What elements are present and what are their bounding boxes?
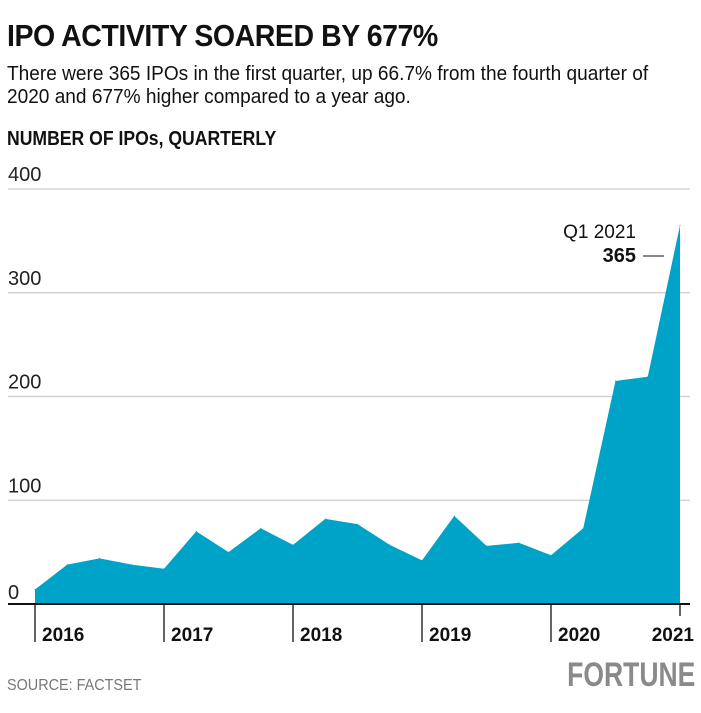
data-point (647, 376, 649, 378)
data-point (518, 542, 520, 544)
data-point (195, 530, 197, 532)
data-point (357, 523, 358, 525)
data-point (292, 544, 294, 546)
x-tick-label: 2020 (558, 625, 600, 646)
source-note: SOURCE: FACTSET (7, 677, 142, 694)
chart-title: IPO ACTIVITY SOARED BY 677% (7, 18, 438, 53)
x-tick-label: 2017 (171, 625, 213, 646)
x-tick-label: 2018 (300, 625, 342, 646)
data-point (260, 527, 262, 529)
data-point (486, 545, 487, 547)
x-tick-label: 2019 (429, 625, 471, 646)
data-point (66, 564, 68, 566)
data-point (389, 544, 391, 546)
data-point (615, 380, 616, 382)
y-axis-label: NUMBER OF IPOs, QUARTERLY (7, 128, 277, 150)
data-point (163, 568, 165, 570)
data-point (324, 518, 326, 520)
x-tick-label: 2021 (652, 625, 695, 646)
data-point (679, 224, 681, 226)
data-point (131, 564, 133, 566)
y-tick-label: 300 (8, 268, 41, 290)
y-tick-label: 400 (8, 164, 41, 186)
area-series (35, 225, 680, 604)
data-point (228, 551, 229, 553)
data-point (34, 588, 36, 590)
y-tick-label: 100 (8, 475, 41, 497)
data-point (582, 527, 584, 529)
data-point (550, 554, 552, 556)
annotation-value: 365 (603, 245, 636, 267)
y-tick-label: 200 (8, 372, 41, 394)
data-point (99, 557, 100, 559)
x-tick-label: 2016 (42, 625, 84, 646)
annotation-label: Q1 2021 (563, 222, 636, 243)
fortune-logo: FORTUNE (566, 656, 695, 694)
data-point (453, 515, 455, 517)
data-point (421, 559, 423, 561)
chart-subtitle: There were 365 IPOs in the first quarter… (7, 62, 649, 108)
y-tick-label: 0 (8, 582, 19, 604)
